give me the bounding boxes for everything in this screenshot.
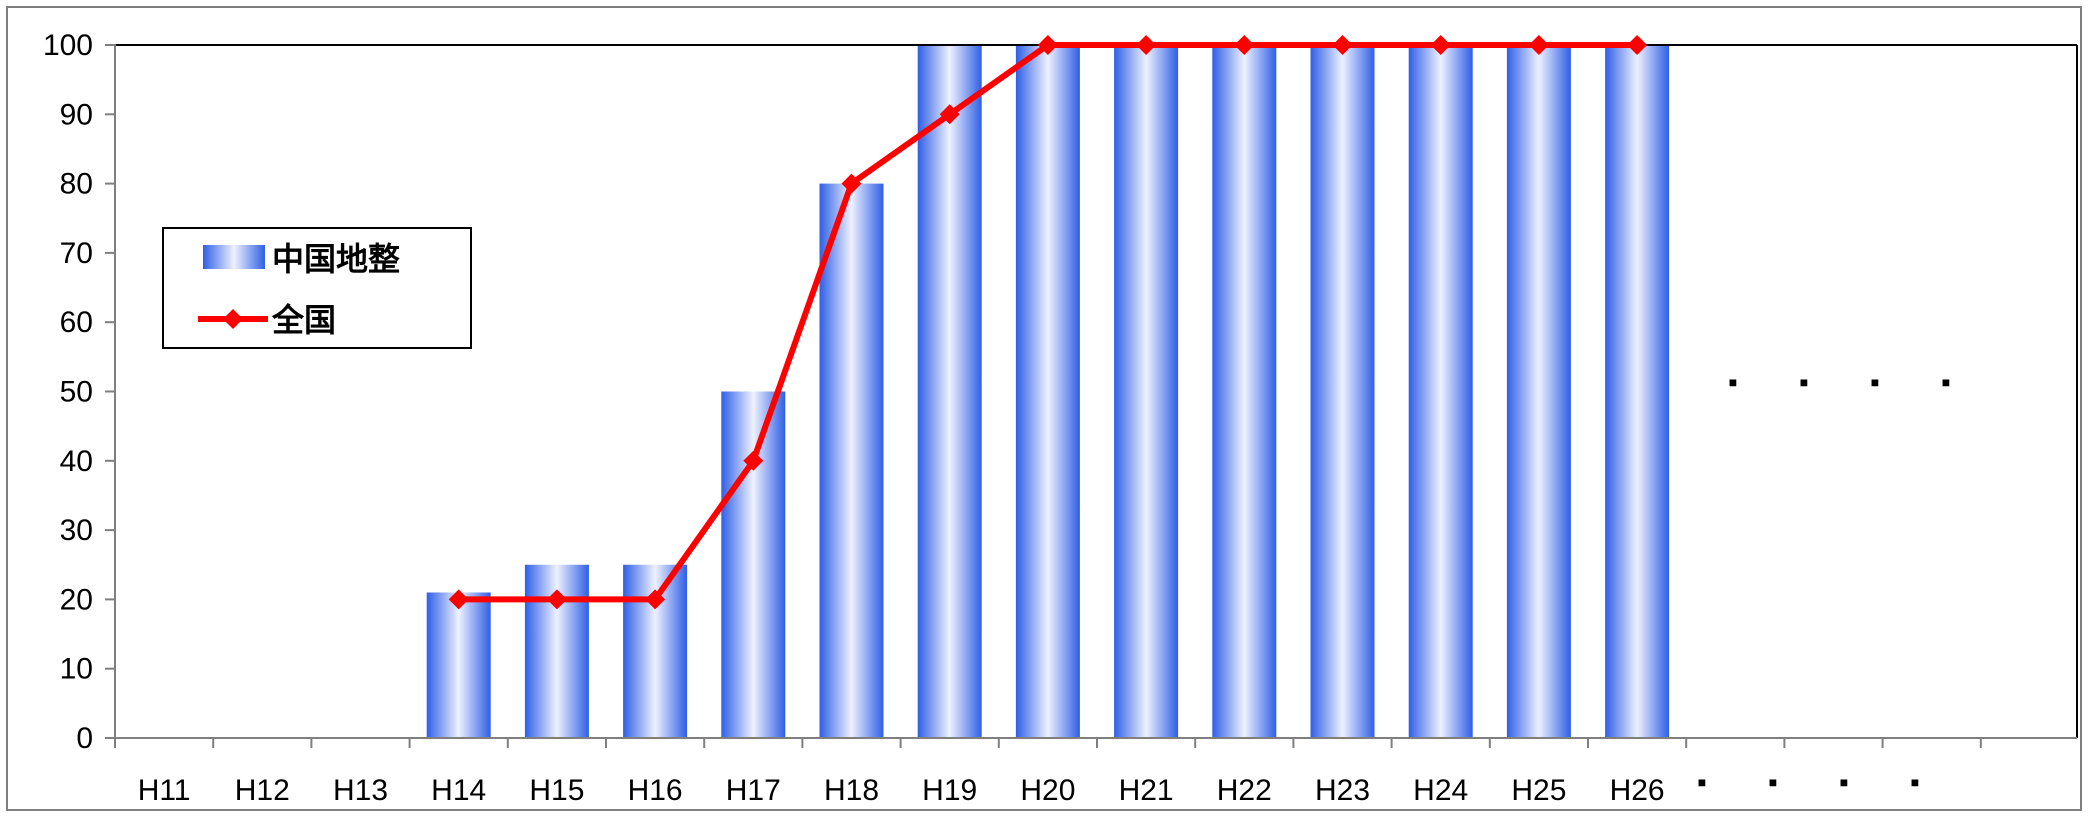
legend-label-line: 全国 [271, 301, 336, 339]
legend-label-bar: 中国地整 [272, 240, 400, 278]
x-tick-label: H19 [922, 774, 977, 807]
bar [426, 592, 491, 738]
y-tick-label: 40 [60, 445, 93, 478]
x-tick-label: H22 [1217, 774, 1272, 807]
bar [1114, 45, 1179, 738]
continuation-marker: ■ [1871, 374, 1879, 390]
continuation-marker: ■ [1942, 374, 1950, 390]
bar [1408, 45, 1473, 738]
axes [105, 44, 2078, 748]
line-point [1136, 35, 1157, 55]
x-continuation-label: ■ [1911, 774, 1919, 790]
x-tick-label: H21 [1119, 774, 1174, 807]
x-continuation-label: ■ [1840, 774, 1848, 790]
x-tick-label: H26 [1610, 774, 1665, 807]
line-point [841, 173, 862, 194]
line-point [1528, 35, 1549, 55]
bar [721, 391, 786, 738]
line-point [1037, 35, 1058, 55]
y-tick-label: 20 [60, 583, 93, 616]
y-tick-label: 90 [60, 98, 93, 131]
line-point [743, 450, 764, 471]
line-series [448, 35, 1648, 610]
x-continuation-label: ■ [1698, 774, 1706, 790]
y-tick-label: 30 [60, 514, 93, 547]
x-tick-label: H11 [138, 774, 191, 807]
bar [1015, 45, 1080, 738]
bar [917, 45, 982, 738]
x-tick-label: H16 [628, 774, 683, 807]
y-tick-label: 50 [60, 376, 93, 409]
x-tick-label: H18 [824, 774, 879, 807]
x-tick-label: H12 [235, 774, 290, 807]
x-tick-label: H13 [333, 774, 388, 807]
tick-labels: 0 10 20 30 40 50 60 70 80 90 100 H11 H12 H13 H14 H15 H16… [43, 29, 1950, 807]
y-tick-label: 80 [60, 168, 93, 201]
bar [1506, 45, 1571, 738]
x-tick-label: H25 [1511, 774, 1566, 807]
y-tick-label: 10 [60, 653, 93, 686]
line-point [1430, 35, 1451, 55]
line-point [1332, 35, 1353, 55]
line-point [448, 589, 469, 610]
x-tick-label: H14 [431, 774, 486, 807]
bar [1605, 45, 1670, 738]
y-tick-label: 100 [43, 29, 93, 62]
line-point [939, 104, 960, 125]
x-tick-label: H20 [1020, 774, 1075, 807]
y-tick-label: 60 [60, 306, 93, 339]
x-tick-label: H17 [726, 774, 781, 807]
x-tick-label: H23 [1315, 774, 1370, 807]
bar [1212, 45, 1277, 738]
chart-frame [6, 6, 2082, 811]
line-point [1234, 35, 1255, 55]
x-tick-label: H15 [529, 774, 584, 807]
line-point [645, 589, 666, 610]
continuation-marker: ■ [1800, 374, 1808, 390]
line-point [1627, 35, 1648, 55]
y-tick-label: 0 [76, 722, 93, 755]
y-tick-label: 70 [60, 237, 93, 270]
bar [819, 183, 884, 739]
line-point [546, 589, 567, 610]
x-tick-label: H24 [1413, 774, 1468, 807]
legend-line-marker [223, 309, 243, 329]
legend-bar-swatch [203, 245, 265, 269]
bar [1310, 45, 1375, 738]
x-continuation-label: ■ [1769, 774, 1777, 790]
bar-series [426, 45, 1670, 739]
continuation-marker: ■ [1729, 374, 1737, 390]
